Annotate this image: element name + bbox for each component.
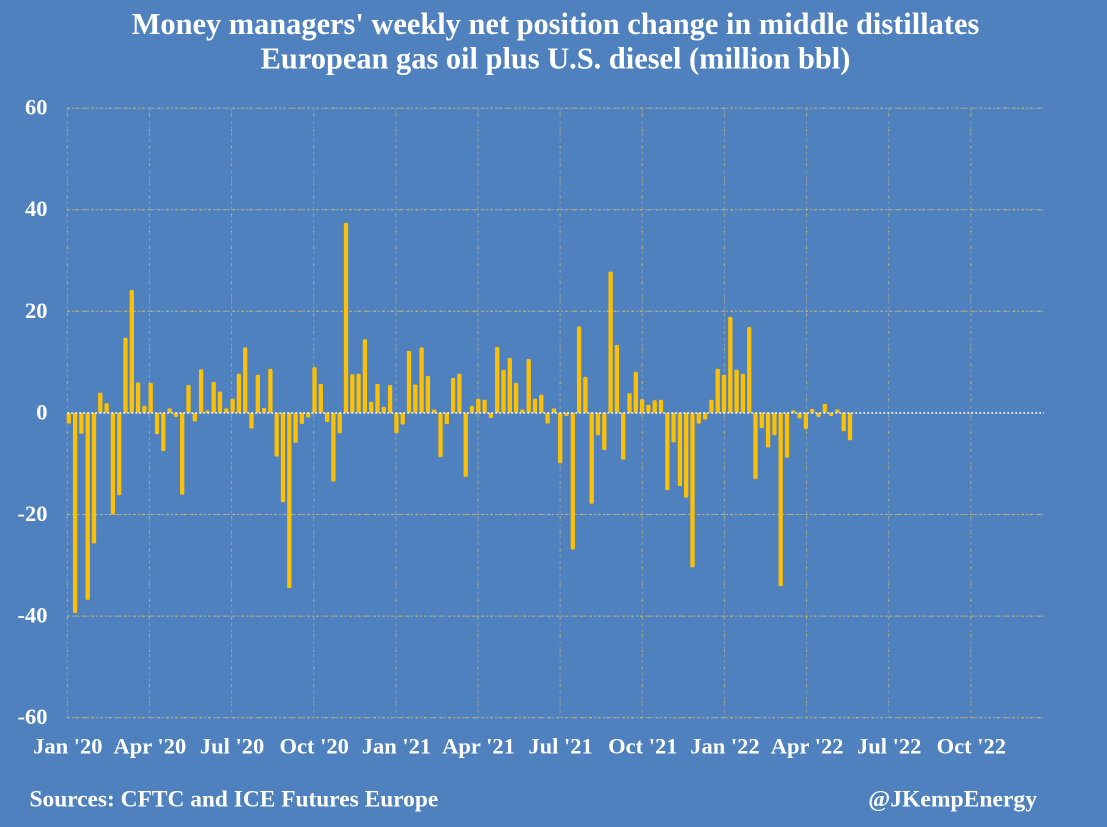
svg-text:-20: -20: [18, 501, 48, 526]
svg-text:Apr '22: Apr '22: [771, 734, 844, 759]
svg-text:Jan '22: Jan '22: [690, 734, 759, 759]
svg-text:60: 60: [25, 95, 48, 120]
svg-text:Oct '20: Oct '20: [280, 734, 349, 759]
svg-text:20: 20: [25, 298, 48, 323]
svg-text:Apr '21: Apr '21: [442, 734, 515, 759]
svg-text:Jul '20: Jul '20: [200, 734, 264, 759]
svg-text:Jan '20: Jan '20: [33, 734, 102, 759]
svg-text:Oct '22: Oct '22: [937, 734, 1006, 759]
svg-text:-40: -40: [18, 603, 48, 628]
svg-text:-60: -60: [18, 704, 48, 729]
svg-text:European gas oil plus U.S. die: European gas oil plus U.S. diesel (milli…: [261, 42, 851, 76]
svg-text:Jul '21: Jul '21: [528, 734, 592, 759]
svg-text:0: 0: [36, 399, 47, 424]
svg-text:Apr '20: Apr '20: [114, 734, 187, 759]
svg-text:Jan '21: Jan '21: [362, 734, 431, 759]
svg-text:40: 40: [25, 196, 48, 221]
svg-text:Oct '21: Oct '21: [608, 734, 677, 759]
svg-text:@JKempEnergy: @JKempEnergy: [868, 787, 1037, 813]
svg-text:Money managers' weekly net pos: Money managers' weekly net position chan…: [132, 7, 980, 41]
svg-text:Jul '22: Jul '22: [857, 734, 921, 759]
svg-text:Sources: CFTC and ICE Futures: Sources: CFTC and ICE Futures Europe: [30, 787, 439, 813]
